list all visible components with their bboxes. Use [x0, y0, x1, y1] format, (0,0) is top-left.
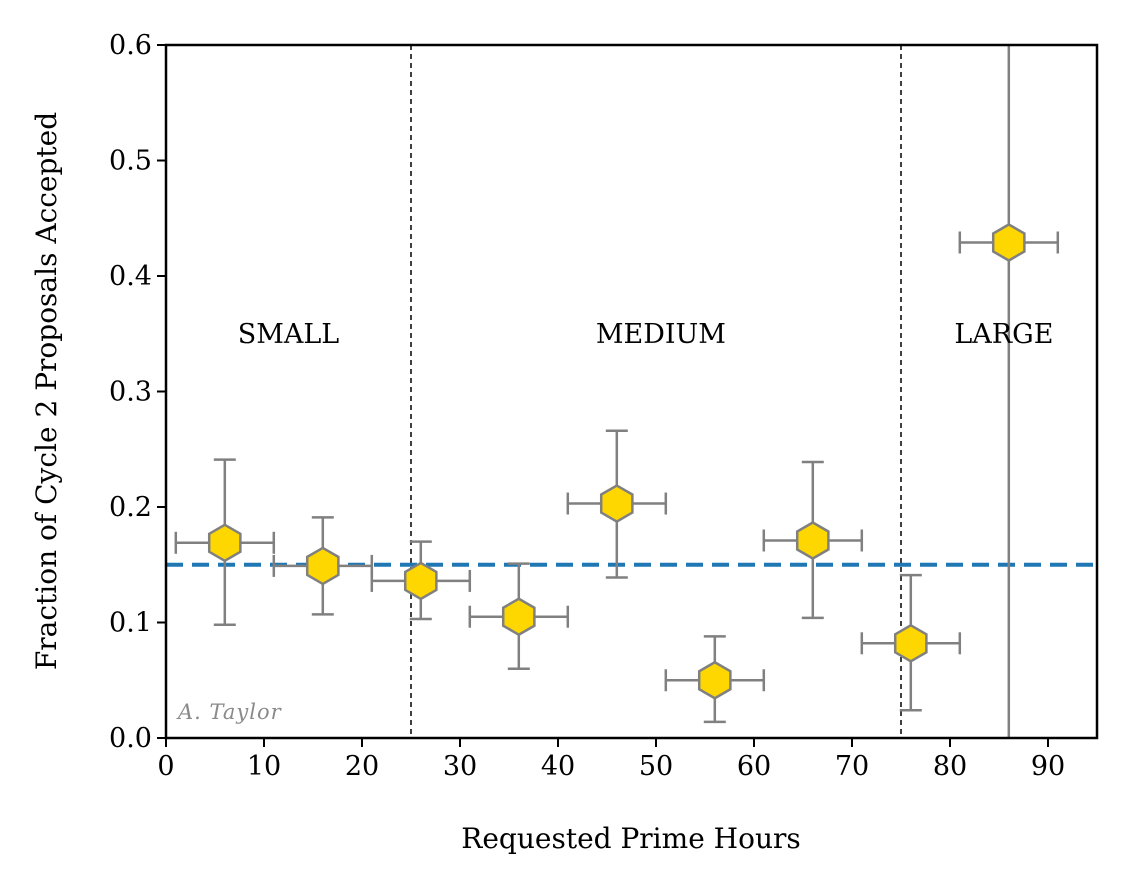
region-label-large: LARGE — [954, 319, 1053, 350]
y-tick-label: 0.6 — [109, 30, 152, 61]
x-tick-label: 0 — [157, 751, 174, 782]
x-axis-label: Requested Prime Hours — [461, 822, 800, 855]
y-tick-label: 0.1 — [109, 608, 152, 639]
y-tick-label: 0.5 — [109, 146, 152, 177]
x-tick-label: 60 — [737, 751, 771, 782]
region-label-small: SMALL — [238, 319, 340, 350]
credit-label: A. Taylor — [176, 700, 283, 724]
data-point-4 — [599, 484, 634, 523]
data-point-3 — [501, 597, 536, 637]
x-axis-ticks: 0 10 20 30 40 50 60 70 80 90 — [157, 738, 1065, 782]
region-label-medium: MEDIUM — [596, 319, 726, 350]
y-tick-label: 0.2 — [109, 492, 152, 523]
data-point-1 — [305, 546, 340, 586]
y-tick-label: 0.0 — [109, 723, 152, 754]
data-point-8 — [991, 223, 1026, 262]
x-tick-label: 30 — [443, 751, 477, 782]
x-tick-label: 20 — [345, 751, 379, 782]
data-point-5 — [697, 660, 732, 700]
data-point-6 — [795, 521, 830, 560]
x-tick-label: 70 — [835, 751, 869, 782]
y-axis-label: Fraction of Cycle 2 Proposals Accepted — [30, 112, 63, 670]
y-tick-label: 0.4 — [109, 261, 152, 292]
x-tick-label: 50 — [639, 751, 673, 782]
y-tick-label: 0.3 — [109, 377, 152, 408]
x-tick-label: 90 — [1031, 751, 1065, 782]
data-point-2 — [403, 561, 438, 601]
y-axis-ticks: 0.0 0.1 0.2 0.3 0.4 0.5 0.6 — [109, 30, 166, 754]
x-tick-label: 80 — [933, 751, 967, 782]
data-markers — [207, 223, 1026, 700]
x-tick-label: 10 — [247, 751, 281, 782]
data-point-7 — [893, 623, 928, 663]
data-point-0 — [207, 523, 242, 563]
region-labels: SMALL MEDIUM LARGE — [238, 319, 1054, 350]
x-tick-label: 40 — [541, 751, 575, 782]
boundary-lines — [410, 45, 902, 738]
